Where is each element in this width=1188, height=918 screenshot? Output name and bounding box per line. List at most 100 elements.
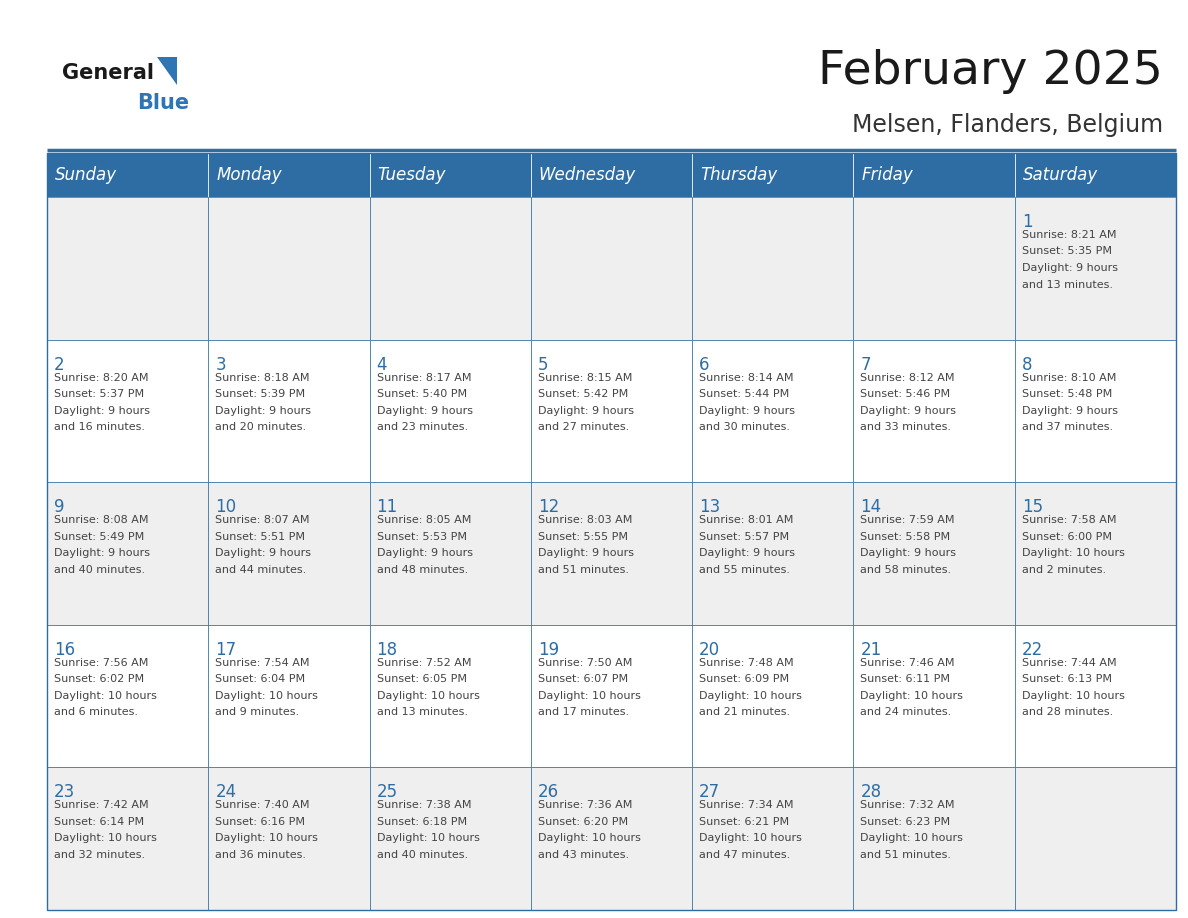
Text: 17: 17	[215, 641, 236, 659]
Bar	[1015, 153, 1176, 197]
Text: 13: 13	[700, 498, 720, 516]
Bar	[853, 767, 1015, 910]
Text: and 27 minutes.: and 27 minutes.	[538, 422, 630, 432]
Bar	[369, 767, 531, 910]
Bar	[369, 197, 531, 340]
Text: Friday: Friday	[861, 166, 914, 184]
Text: Sunset: 5:35 PM: Sunset: 5:35 PM	[1022, 247, 1112, 256]
Text: and 13 minutes.: and 13 minutes.	[1022, 279, 1113, 289]
Text: and 13 minutes.: and 13 minutes.	[377, 707, 468, 717]
Bar	[208, 153, 369, 197]
Text: and 48 minutes.: and 48 minutes.	[377, 565, 468, 575]
Bar	[369, 340, 531, 482]
Text: Sunset: 6:11 PM: Sunset: 6:11 PM	[860, 675, 950, 684]
Text: and 43 minutes.: and 43 minutes.	[538, 850, 628, 860]
Text: and 16 minutes.: and 16 minutes.	[53, 422, 145, 432]
Text: 6: 6	[700, 355, 709, 374]
Text: Sunrise: 8:18 AM: Sunrise: 8:18 AM	[215, 373, 310, 383]
Text: Daylight: 10 hours: Daylight: 10 hours	[377, 834, 480, 844]
Text: Daylight: 10 hours: Daylight: 10 hours	[1022, 548, 1125, 558]
Text: Monday: Monday	[216, 166, 282, 184]
Text: Daylight: 9 hours: Daylight: 9 hours	[860, 406, 956, 416]
Bar	[1015, 625, 1176, 767]
Text: Daylight: 9 hours: Daylight: 9 hours	[377, 406, 473, 416]
Text: Sunset: 5:40 PM: Sunset: 5:40 PM	[377, 389, 467, 399]
Text: Sunset: 6:16 PM: Sunset: 6:16 PM	[215, 817, 305, 827]
Text: and 40 minutes.: and 40 minutes.	[53, 565, 145, 575]
Text: 11: 11	[377, 498, 398, 516]
Text: Sunset: 6:07 PM: Sunset: 6:07 PM	[538, 675, 628, 684]
Text: Daylight: 10 hours: Daylight: 10 hours	[700, 834, 802, 844]
Bar	[1015, 197, 1176, 340]
Text: Sunset: 5:49 PM: Sunset: 5:49 PM	[53, 532, 144, 542]
Text: Daylight: 10 hours: Daylight: 10 hours	[700, 691, 802, 700]
Text: Sunrise: 7:42 AM: Sunrise: 7:42 AM	[53, 800, 148, 811]
Text: Sunrise: 8:15 AM: Sunrise: 8:15 AM	[538, 373, 632, 383]
Text: and 20 minutes.: and 20 minutes.	[215, 422, 307, 432]
Text: Sunrise: 8:12 AM: Sunrise: 8:12 AM	[860, 373, 955, 383]
Text: Sunset: 5:51 PM: Sunset: 5:51 PM	[215, 532, 305, 542]
Bar	[693, 767, 853, 910]
Bar	[208, 197, 369, 340]
Text: and 36 minutes.: and 36 minutes.	[215, 850, 307, 860]
Text: Sunset: 5:57 PM: Sunset: 5:57 PM	[700, 532, 789, 542]
Text: Daylight: 10 hours: Daylight: 10 hours	[53, 834, 157, 844]
Text: 20: 20	[700, 641, 720, 659]
Text: Sunrise: 7:48 AM: Sunrise: 7:48 AM	[700, 658, 794, 667]
Text: Sunset: 5:46 PM: Sunset: 5:46 PM	[860, 389, 950, 399]
Bar	[48, 482, 208, 625]
Text: 3: 3	[215, 355, 226, 374]
Text: Daylight: 9 hours: Daylight: 9 hours	[538, 548, 634, 558]
Text: Sunrise: 7:40 AM: Sunrise: 7:40 AM	[215, 800, 310, 811]
Text: 24: 24	[215, 783, 236, 801]
Bar	[531, 197, 693, 340]
Bar	[208, 340, 369, 482]
Text: Sunset: 6:14 PM: Sunset: 6:14 PM	[53, 817, 144, 827]
Text: Daylight: 10 hours: Daylight: 10 hours	[1022, 691, 1125, 700]
Text: Daylight: 10 hours: Daylight: 10 hours	[377, 691, 480, 700]
Text: and 32 minutes.: and 32 minutes.	[53, 850, 145, 860]
Text: and 30 minutes.: and 30 minutes.	[700, 422, 790, 432]
Text: 22: 22	[1022, 641, 1043, 659]
Bar	[693, 153, 853, 197]
Text: 18: 18	[377, 641, 398, 659]
Text: Daylight: 9 hours: Daylight: 9 hours	[538, 406, 634, 416]
Text: Daylight: 10 hours: Daylight: 10 hours	[860, 834, 963, 844]
Text: Sunrise: 8:01 AM: Sunrise: 8:01 AM	[700, 515, 794, 525]
Text: Melsen, Flanders, Belgium: Melsen, Flanders, Belgium	[852, 113, 1163, 137]
Text: Sunrise: 7:32 AM: Sunrise: 7:32 AM	[860, 800, 955, 811]
Bar	[208, 767, 369, 910]
Text: Sunset: 5:42 PM: Sunset: 5:42 PM	[538, 389, 628, 399]
Text: Sunset: 6:02 PM: Sunset: 6:02 PM	[53, 675, 144, 684]
Text: Daylight: 9 hours: Daylight: 9 hours	[53, 548, 150, 558]
Text: 9: 9	[53, 498, 64, 516]
Text: Daylight: 9 hours: Daylight: 9 hours	[700, 406, 795, 416]
Text: Sunrise: 7:56 AM: Sunrise: 7:56 AM	[53, 658, 148, 667]
Text: Daylight: 9 hours: Daylight: 9 hours	[1022, 263, 1118, 273]
Text: 28: 28	[860, 783, 881, 801]
Text: Daylight: 9 hours: Daylight: 9 hours	[700, 548, 795, 558]
Text: Daylight: 10 hours: Daylight: 10 hours	[538, 691, 640, 700]
Text: Sunset: 6:04 PM: Sunset: 6:04 PM	[215, 675, 305, 684]
Text: 8: 8	[1022, 355, 1032, 374]
Bar	[208, 625, 369, 767]
Text: 14: 14	[860, 498, 881, 516]
Text: 27: 27	[700, 783, 720, 801]
Text: Sunday: Sunday	[55, 166, 118, 184]
Text: Sunset: 5:53 PM: Sunset: 5:53 PM	[377, 532, 467, 542]
Bar	[531, 340, 693, 482]
Text: Sunrise: 8:07 AM: Sunrise: 8:07 AM	[215, 515, 310, 525]
Text: Sunrise: 7:54 AM: Sunrise: 7:54 AM	[215, 658, 310, 667]
Text: Sunset: 5:58 PM: Sunset: 5:58 PM	[860, 532, 950, 542]
Text: and 33 minutes.: and 33 minutes.	[860, 422, 952, 432]
Text: Daylight: 10 hours: Daylight: 10 hours	[215, 691, 318, 700]
Text: Sunrise: 7:46 AM: Sunrise: 7:46 AM	[860, 658, 955, 667]
Text: and 28 minutes.: and 28 minutes.	[1022, 707, 1113, 717]
Text: and 51 minutes.: and 51 minutes.	[860, 850, 952, 860]
Text: and 51 minutes.: and 51 minutes.	[538, 565, 628, 575]
Text: Saturday: Saturday	[1023, 166, 1098, 184]
Bar	[693, 340, 853, 482]
Bar	[531, 482, 693, 625]
Bar	[48, 153, 1176, 910]
Text: 4: 4	[377, 355, 387, 374]
